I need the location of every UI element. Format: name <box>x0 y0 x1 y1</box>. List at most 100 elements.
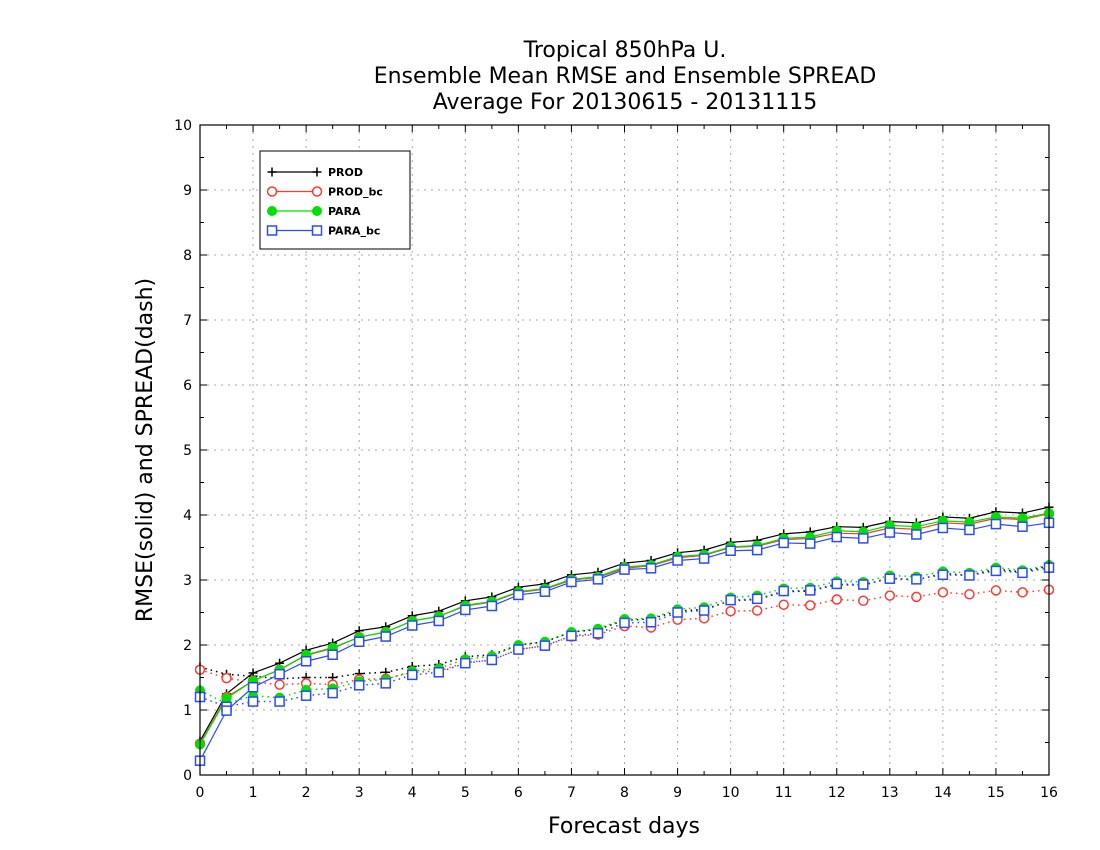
y-tick-label: 3 <box>183 573 192 589</box>
rmse-point <box>619 564 630 575</box>
spread-line <box>199 564 1050 705</box>
spread-point <box>725 594 736 606</box>
title-line-2: Ensemble Mean RMSE and Ensemble SPREAD <box>374 64 877 89</box>
spread-point <box>884 573 896 584</box>
x-tick-label: 16 <box>1040 785 1058 801</box>
spread-point <box>645 617 657 628</box>
rmse-point <box>751 544 763 556</box>
x-tick-label: 14 <box>934 785 952 801</box>
spread-point <box>672 607 683 618</box>
spread-point <box>433 667 445 678</box>
chart-title: Tropical 850hPa U. Ensemble Mean RMSE an… <box>374 38 877 115</box>
rmse-line <box>199 522 1050 761</box>
title-line-3: Average For 20130615 - 20131115 <box>433 90 818 115</box>
legend-marker <box>312 167 322 177</box>
series-group <box>194 502 1055 766</box>
spread-point <box>566 630 577 642</box>
spread-point <box>778 599 789 610</box>
x-axis-label: Forecast days <box>548 814 700 839</box>
spread-point <box>407 669 418 681</box>
rmse-point <box>300 656 312 667</box>
spread-point <box>937 587 949 598</box>
spread-line <box>199 589 1050 686</box>
rmse-point <box>858 533 869 544</box>
spread-point <box>937 569 949 581</box>
legend-marker <box>311 225 323 236</box>
rmse-point <box>698 553 710 564</box>
spread-point <box>513 644 524 655</box>
spread-point <box>911 591 922 603</box>
spread-point <box>353 680 365 691</box>
legend-marker <box>266 225 278 236</box>
spread-line <box>199 566 1050 708</box>
legend-marker <box>311 186 323 197</box>
rmse-point <box>804 538 816 549</box>
x-tick-label: 5 <box>461 785 470 801</box>
legend-label: PROD <box>328 166 363 179</box>
spread-point <box>751 605 763 616</box>
spread-point <box>804 600 816 611</box>
rmse-point <box>221 693 232 704</box>
spread-point <box>274 679 285 690</box>
rmse-point <box>486 600 498 612</box>
rmse-point <box>592 574 604 585</box>
spread-point <box>380 678 391 689</box>
x-tick-label: 10 <box>722 785 740 801</box>
x-tick-label: 15 <box>987 785 1005 801</box>
spread-point <box>1017 587 1028 598</box>
y-tick-label: 5 <box>183 443 192 459</box>
spread-point <box>964 570 975 581</box>
spread-point <box>804 585 816 596</box>
spread-point <box>300 690 312 701</box>
y-tick-label: 4 <box>183 508 192 524</box>
rmse-point <box>645 563 657 574</box>
rmse-point <box>513 589 524 601</box>
rmse-point <box>327 649 338 660</box>
spread-point <box>221 672 232 684</box>
y-tick-label: 9 <box>183 183 192 199</box>
y-tick-label: 7 <box>183 313 192 329</box>
plot-frame <box>199 124 1050 776</box>
spread-point <box>751 593 763 605</box>
rmse-point <box>274 669 285 680</box>
y-tick-label: 10 <box>174 118 192 134</box>
legend-box <box>259 150 411 250</box>
spread-point <box>911 574 922 585</box>
x-tick-label: 11 <box>775 785 793 801</box>
legend-label: PARA <box>328 205 361 218</box>
rmse-point <box>353 636 365 647</box>
series-para-bc <box>194 517 1055 766</box>
rmse-point <box>1017 513 1028 524</box>
rmse-point <box>539 586 551 597</box>
rmse-point <box>831 531 842 543</box>
spread-point <box>274 696 285 707</box>
y-tick-label: 2 <box>183 638 192 654</box>
x-tick-label: 9 <box>673 785 682 801</box>
spread-point <box>858 595 869 607</box>
x-tick-label: 6 <box>514 785 523 801</box>
spread-point <box>539 640 551 651</box>
rmse-point <box>884 527 896 538</box>
legend-entry: PROD_bc <box>266 186 383 199</box>
x-tick-label: 2 <box>302 785 311 801</box>
spread-point <box>964 589 975 600</box>
spread-point <box>460 657 471 669</box>
legend-entry: PROD <box>267 166 363 179</box>
spread-point <box>990 565 1002 577</box>
rmse-point <box>778 537 789 549</box>
legend-label: PARA_bc <box>328 225 380 238</box>
spread-point <box>858 579 869 590</box>
spread-point <box>247 696 259 707</box>
spread-point <box>725 605 736 617</box>
rmse-point <box>247 682 259 693</box>
rmse-point <box>460 604 471 616</box>
x-tick-label: 3 <box>355 785 364 801</box>
y-tick-label: 6 <box>183 378 192 394</box>
rmse-point <box>566 576 577 588</box>
legend-marker <box>267 206 277 216</box>
y-axis-label: RMSE(solid) and SPREAD(dash) <box>133 278 158 622</box>
rmse-point <box>725 545 736 556</box>
x-tick-label: 7 <box>567 785 576 801</box>
title-line-1: Tropical 850hPa U. <box>523 38 727 63</box>
